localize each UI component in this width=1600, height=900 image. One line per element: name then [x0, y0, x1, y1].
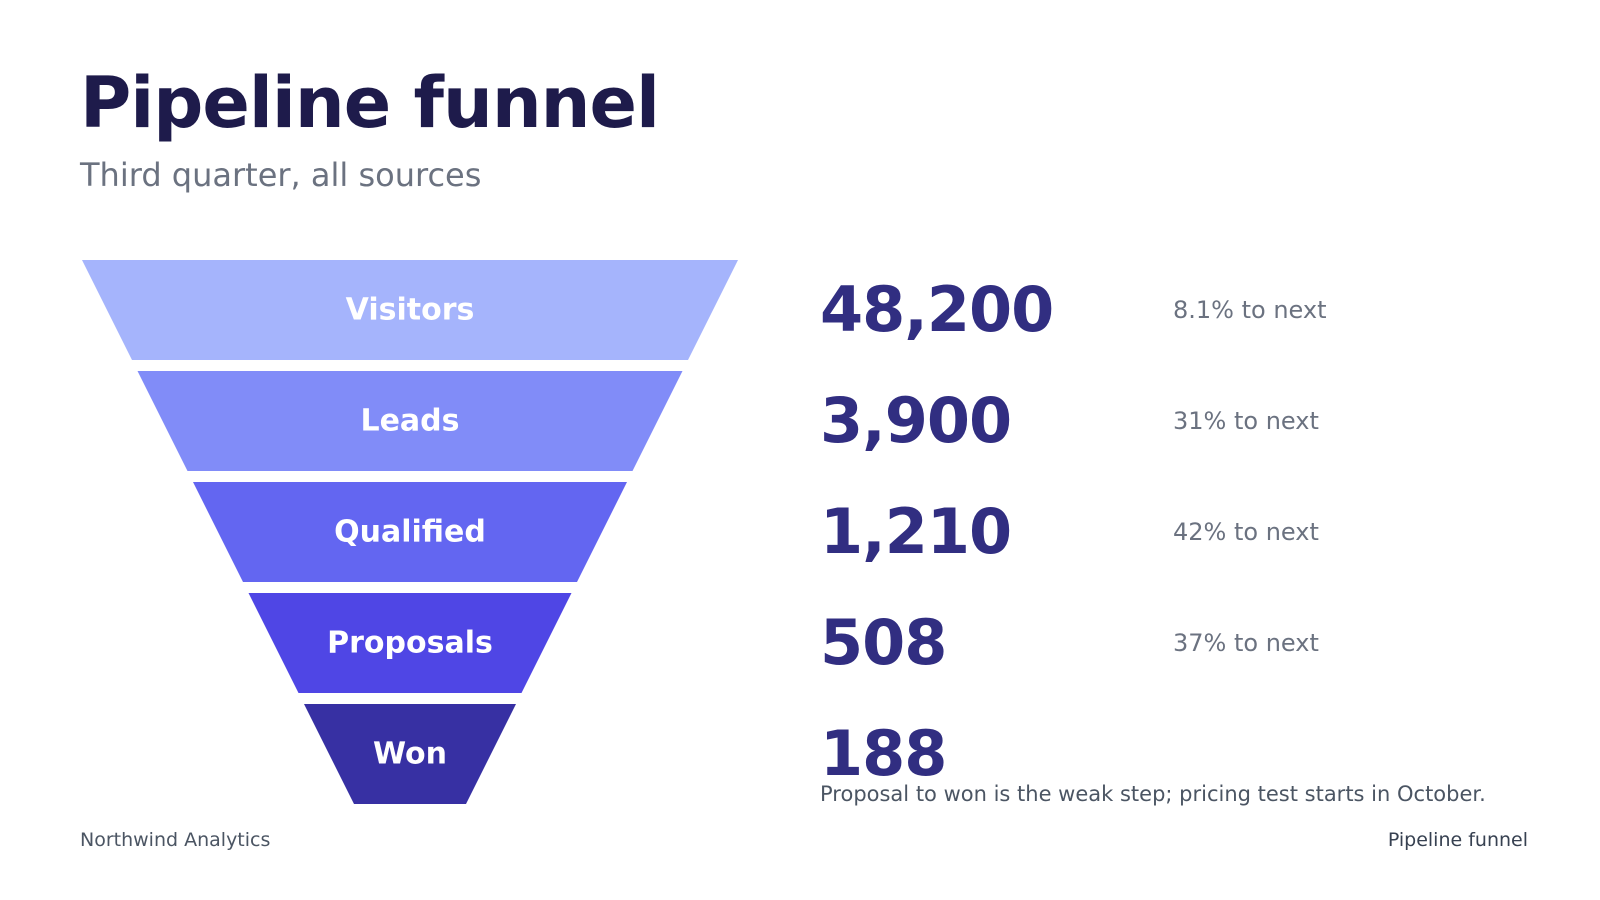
funnel-stage-won	[304, 704, 516, 804]
stage-conversion-rate: 42% to next	[1173, 518, 1319, 546]
funnel-stage-proposals	[248, 593, 572, 693]
funnel-stage-label: Qualified	[334, 515, 486, 550]
funnel-stage-qualified	[193, 482, 627, 582]
stage-count: 1,210	[820, 495, 1012, 568]
funnel-stage-visitors	[82, 260, 738, 360]
funnel-stage-leads	[137, 371, 683, 471]
funnel-stage-label: Proposals	[327, 626, 493, 661]
chart-annotation: Proposal to won is the weak step; pricin…	[820, 782, 1486, 806]
footer-brand: Northwind Analytics	[80, 829, 271, 851]
page-title: Pipeline funnel	[80, 62, 660, 144]
stage-conversion-rate: 31% to next	[1173, 407, 1319, 435]
funnel-stage-label: Leads	[360, 404, 459, 439]
funnel-stage-label: Visitors	[346, 293, 475, 328]
stage-conversion-rate: 8.1% to next	[1173, 296, 1327, 324]
stage-conversion-rate: 37% to next	[1173, 629, 1319, 657]
footer-page-title: Pipeline funnel	[1387, 829, 1528, 851]
stage-count: 3,900	[820, 384, 1012, 457]
stage-count: 48,200	[820, 273, 1054, 346]
page-subtitle: Third quarter, all sources	[80, 156, 482, 194]
funnel-stage-label: Won	[373, 737, 447, 772]
stage-count: 188	[820, 717, 947, 790]
stage-count: 508	[820, 606, 947, 679]
